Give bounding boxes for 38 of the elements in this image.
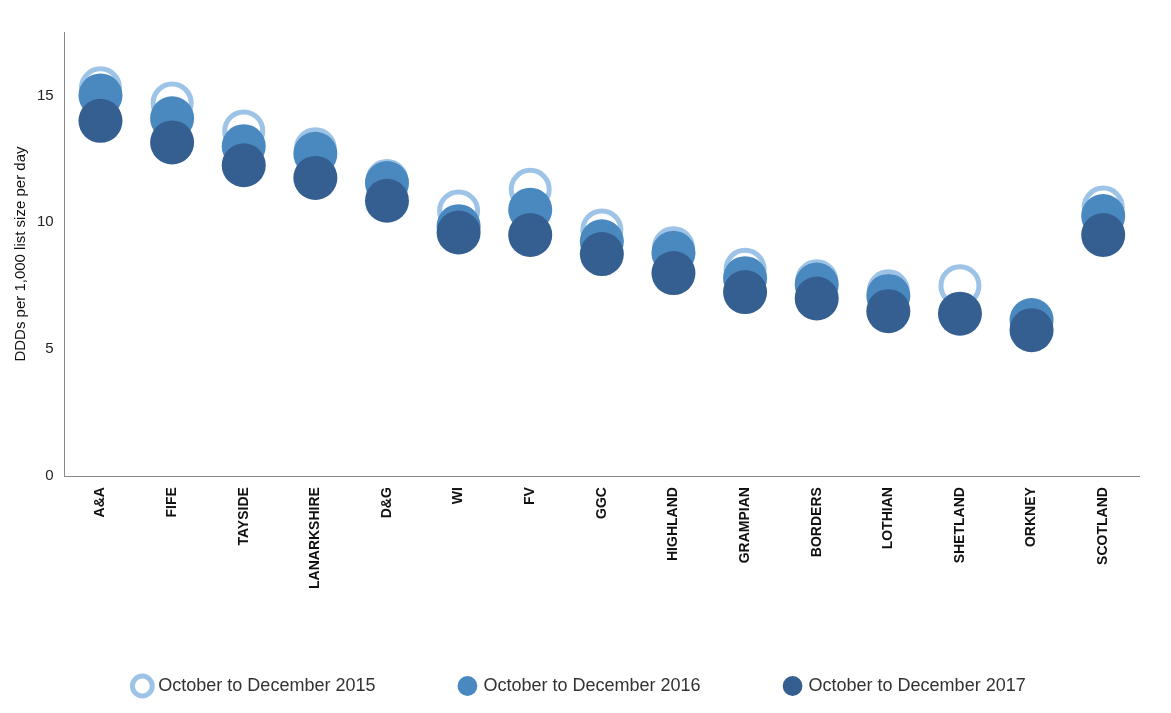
x-tick-label: HIGHLAND — [664, 487, 681, 561]
point — [293, 155, 338, 200]
legend-label: October to December 2015 — [158, 674, 376, 695]
point — [723, 270, 768, 315]
y-tick-label: 15 — [37, 85, 54, 103]
point — [78, 98, 123, 143]
x-tick-label: TAYSIDE — [234, 487, 251, 546]
x-tick-label: GGC — [592, 487, 609, 519]
x-tick-label: A&A — [91, 487, 108, 518]
point — [221, 143, 266, 188]
x-tick-label: LANARKSHIRE — [306, 487, 323, 589]
x-tick-label: BORDERS — [807, 487, 824, 558]
point — [150, 120, 195, 165]
y-axis-title: DDDs per 1,000 list size per day — [11, 146, 29, 362]
y-tick-label: 0 — [45, 466, 54, 484]
y-tick-label: 5 — [45, 339, 54, 357]
point — [1081, 213, 1126, 258]
y-tick-label: 10 — [37, 212, 54, 230]
x-tick-label: SHETLAND — [950, 487, 967, 564]
point — [866, 289, 911, 334]
x-tick-label: LOTHIAN — [879, 487, 896, 550]
point — [651, 251, 696, 296]
point — [1009, 308, 1054, 353]
point — [436, 210, 481, 255]
point — [937, 291, 982, 336]
legend-label: October to December 2016 — [483, 674, 701, 695]
point — [794, 276, 839, 321]
legend-label: October to December 2017 — [808, 674, 1026, 695]
point — [579, 232, 624, 277]
x-tick-label: SCOTLAND — [1094, 487, 1111, 565]
x-tick-label: WI — [449, 487, 466, 505]
point — [364, 178, 409, 223]
x-tick-label: ORKNEY — [1022, 486, 1039, 548]
x-tick-label: FIFE — [162, 487, 179, 518]
x-tick-label: D&G — [377, 487, 394, 519]
x-tick-label: GRAMPIAN — [735, 487, 752, 564]
x-tick-label: FV — [521, 486, 538, 505]
point — [508, 213, 553, 258]
